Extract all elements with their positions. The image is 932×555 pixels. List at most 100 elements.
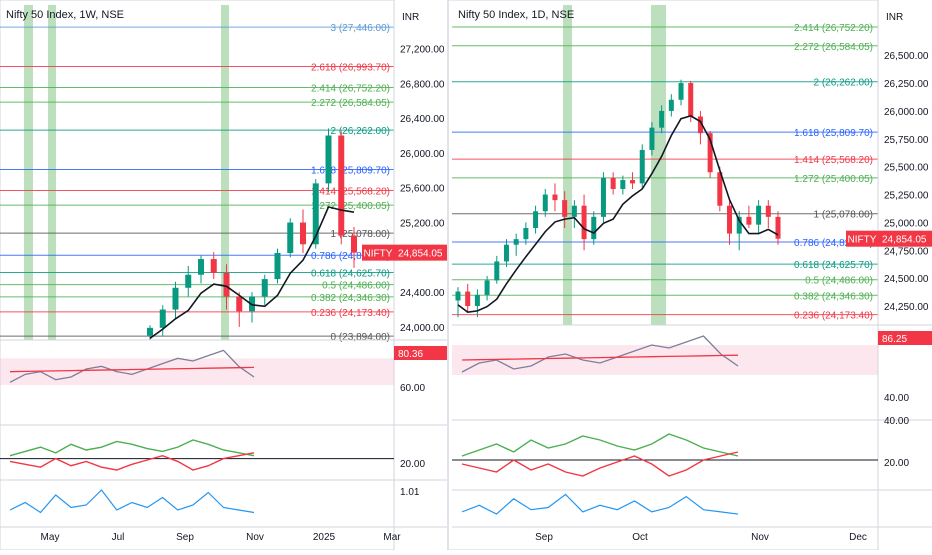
panel1-price-tick-4: 25,600.00 [400, 184, 445, 195]
panel2-candle-body-32 [765, 205, 771, 217]
panel1-price-tick-2: 26,400.00 [400, 114, 445, 125]
panel1-dmi-minus-line [9, 452, 255, 471]
panel1-candle-body-11 [287, 222, 294, 253]
panel1-candle-body-16 [351, 235, 357, 253]
panel1-dmi-tick-0: 20.00 [400, 459, 425, 470]
panel1-fib-label-13: 0.236 (24,173.40) [311, 308, 390, 319]
panel2-candle-body-11 [562, 200, 568, 217]
panel1-volatility-line [9, 489, 255, 514]
panel1-candle-body-10 [274, 252, 281, 280]
panel1-candle-body-12 [300, 222, 306, 245]
panel1-highlight-band-0 [24, 5, 33, 340]
panel1-time-tick-2: Sep [176, 532, 194, 543]
panel2-rsi-zone [452, 345, 878, 375]
panel1-highlight-band-2 [221, 5, 229, 340]
panel2-fib-label-8: 0.618 (24,625.70) [794, 260, 873, 271]
panel2-highlight-band-1 [651, 5, 666, 325]
panel2-fib-label-6: 1 (25,078.00) [814, 210, 874, 221]
panel2-candle-body-1 [465, 291, 471, 307]
panel1-fib-label-12: 0.382 (24,346.30) [311, 293, 390, 304]
panel1-candle-body-2 [172, 287, 179, 310]
panel1-candle-body-14 [325, 135, 332, 184]
panel2-fib-label-1: 2.272 (26,584.05) [794, 42, 873, 53]
panel1-price-tick-7: 24,000.00 [400, 323, 445, 334]
panel1-fib-label-4: 2 (26,262.00) [331, 126, 391, 137]
panel1-rsi-current-bg [394, 346, 447, 360]
panel2-fib-label-9: 0.5 (24,486.00) [805, 276, 873, 287]
panel2-candle-body-6 [513, 239, 519, 245]
panel2-time-tick-0: Sep [535, 532, 553, 543]
panel1-fib-label-8: 1 (25,078.00) [331, 229, 391, 240]
panel2-candle-body-19 [639, 149, 645, 184]
panel2-candle-body-16 [610, 177, 616, 189]
panel1-symbol-tag-bg [362, 244, 394, 261]
panel1-price-tick-5: 25,200.00 [400, 219, 445, 230]
panel1-fib-label-6: 1.414 (25,568.20) [311, 186, 390, 197]
panel2-symbol-tag: NIFTY [848, 235, 877, 246]
panel2-candle-body-28 [727, 205, 733, 234]
panel1-dmi-plus-line [9, 439, 255, 457]
panel2-price-tick-8: 24,500.00 [884, 274, 929, 285]
panel1-candle-body-6 [223, 273, 230, 297]
panel1-rsi-tick-0: 60.00 [400, 383, 425, 394]
panel2-candle-body-12 [571, 205, 577, 217]
panel2-price-tick-2: 26,000.00 [884, 107, 929, 118]
panel1-price-tick-1: 26,800.00 [400, 79, 445, 90]
panel2-price-tick-4: 25,500.00 [884, 163, 929, 174]
panel1-fib-label-9: 0.786 (24,824.60) [311, 251, 390, 262]
panel2-last-price-bg [878, 230, 932, 247]
panel2-price-tick-9: 24,250.00 [884, 302, 929, 313]
panel2-fib-label-7: 0.786 (24,824.60) [794, 238, 873, 249]
panel1-rsi-signal-line [9, 366, 255, 373]
panel2-fib-label-5: 1.272 (25,400.05) [794, 174, 873, 185]
panel2-candle-body-22 [668, 99, 674, 111]
panel1-moving-average-line [149, 205, 355, 339]
panel1-fib-label-2: 2.414 (26,752.20) [311, 83, 390, 94]
panel2-candle-body-3 [484, 280, 490, 295]
panel2-price-tick-7: 24,750.00 [884, 246, 929, 257]
panel2-fib-label-10: 0.382 (24,346.30) [794, 291, 873, 302]
panel1-time-tick-3: Nov [246, 532, 264, 543]
panel1-chart-title: Nifty 50 Index, 1W, NSE [6, 9, 124, 21]
panel2-rsi-current-bg [878, 331, 932, 345]
panel1-price-axis-bg [394, 0, 447, 550]
panel2-candle-body-2 [474, 294, 480, 307]
panel2-price-axis-bg [878, 0, 932, 550]
panel2-fib-label-0: 2.414 (26,752.20) [794, 23, 873, 34]
panel2-candle-body-8 [533, 211, 539, 228]
panel2-candle-body-27 [717, 172, 723, 206]
panel1-price-tick-6: 24,400.00 [400, 288, 445, 299]
panel1-candle-body-1 [159, 309, 166, 328]
panel1-highlight-band-1 [48, 5, 56, 340]
panel1-candle-body-15 [338, 135, 345, 236]
panel2-candle-body-14 [591, 216, 597, 240]
panel1-last-price-label: 24,854.05 [398, 249, 443, 260]
panel1-fib-label-7: 1.272 (25,400.05) [311, 201, 390, 212]
panel1-rsi-zone [0, 358, 394, 385]
panel2-price-tick-5: 25,250.00 [884, 191, 929, 202]
panel1-rsi-line [9, 349, 255, 383]
panel2-time-tick-1: Oct [632, 532, 648, 543]
panel1-candle-body-9 [261, 279, 268, 297]
panel2-candle-body-5 [503, 244, 509, 262]
panel2-symbol-tag-bg [846, 230, 878, 247]
panel1-fib-label-14: 0 (23,894.00) [331, 332, 391, 343]
panel2-candle-body-20 [649, 127, 655, 150]
panel1-fib-label-0: 3 (27,446.00) [331, 23, 391, 34]
panel1-time-tick-0: May [41, 532, 60, 543]
panel2-currency-label: INR [886, 12, 903, 23]
panel1-rsi-current-label: 80.36 [398, 349, 423, 360]
panel2-time-tick-3: Dec [849, 532, 867, 543]
panel2-fib-label-4: 1.414 (25,568.20) [794, 155, 873, 166]
panel2-candle-body-15 [600, 177, 606, 217]
panel2-fib-label-3: 1.618 (25,809.70) [794, 128, 873, 139]
panel2-last-price-label: 24,854.05 [882, 235, 927, 246]
panel2-candle-body-33 [775, 216, 781, 239]
panel2-dmi-tick-0: 40.00 [884, 416, 909, 427]
panel1-candle-body-7 [236, 296, 243, 312]
panel2-dmi-minus-line [461, 451, 739, 477]
panel2-candle-body-30 [746, 216, 752, 225]
panel2-fib-label-2: 2 (26,262.00) [814, 78, 874, 89]
